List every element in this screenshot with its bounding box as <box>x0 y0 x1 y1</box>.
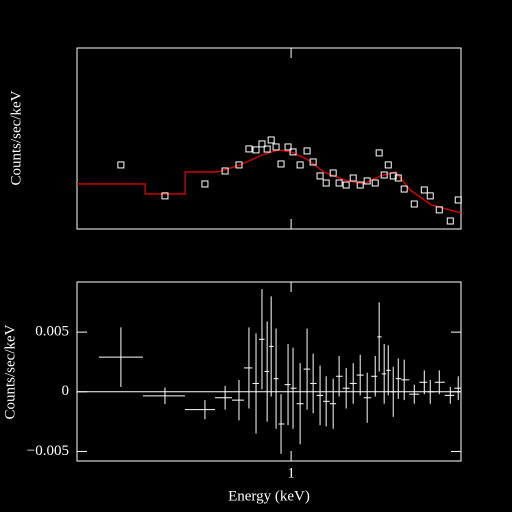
data-point <box>263 145 271 153</box>
data-point <box>117 161 125 169</box>
bottom-y-label: Counts/sec/keV <box>2 324 18 419</box>
data-point <box>420 186 428 194</box>
data-point <box>272 143 280 151</box>
y-tick-label: 0 <box>62 383 70 399</box>
y-tick-label: 0.005 <box>35 324 69 340</box>
y-tick-label: −0.005 <box>27 443 69 459</box>
x-tick-label: 1 <box>287 465 295 481</box>
data-point <box>322 179 330 187</box>
data-point <box>277 160 285 168</box>
data-point <box>201 180 209 188</box>
data-point <box>400 185 408 193</box>
data-point <box>342 181 350 189</box>
top-y-label: Counts/sec/keV <box>8 90 24 185</box>
data-point <box>267 136 275 144</box>
data-point <box>252 146 260 154</box>
data-point <box>316 172 324 180</box>
data-point <box>289 148 297 156</box>
data-point <box>258 140 266 148</box>
data-point <box>235 161 243 169</box>
x-label: Energy (keV) <box>228 488 310 504</box>
data-point <box>221 167 229 175</box>
model-line <box>77 149 462 214</box>
data-point <box>446 217 454 225</box>
data-point <box>454 196 462 204</box>
data-point <box>303 147 311 155</box>
data-point <box>363 177 371 185</box>
data-point <box>284 143 292 151</box>
data-point <box>296 161 304 169</box>
data-point <box>384 161 392 169</box>
top-frame <box>76 47 462 230</box>
data-point <box>410 200 418 208</box>
data-point <box>335 179 343 187</box>
data-point <box>380 171 388 179</box>
data-point <box>389 172 397 180</box>
data-point <box>356 181 364 189</box>
data-point <box>245 145 253 153</box>
bottom-frame <box>76 281 462 462</box>
data-point <box>371 179 379 187</box>
data-point <box>394 174 402 182</box>
data-point <box>435 206 443 214</box>
data-point <box>426 192 434 200</box>
data-point <box>309 158 317 166</box>
data-point <box>161 192 169 200</box>
data-point <box>329 169 337 177</box>
data-point <box>375 149 383 157</box>
data-point <box>349 174 357 182</box>
